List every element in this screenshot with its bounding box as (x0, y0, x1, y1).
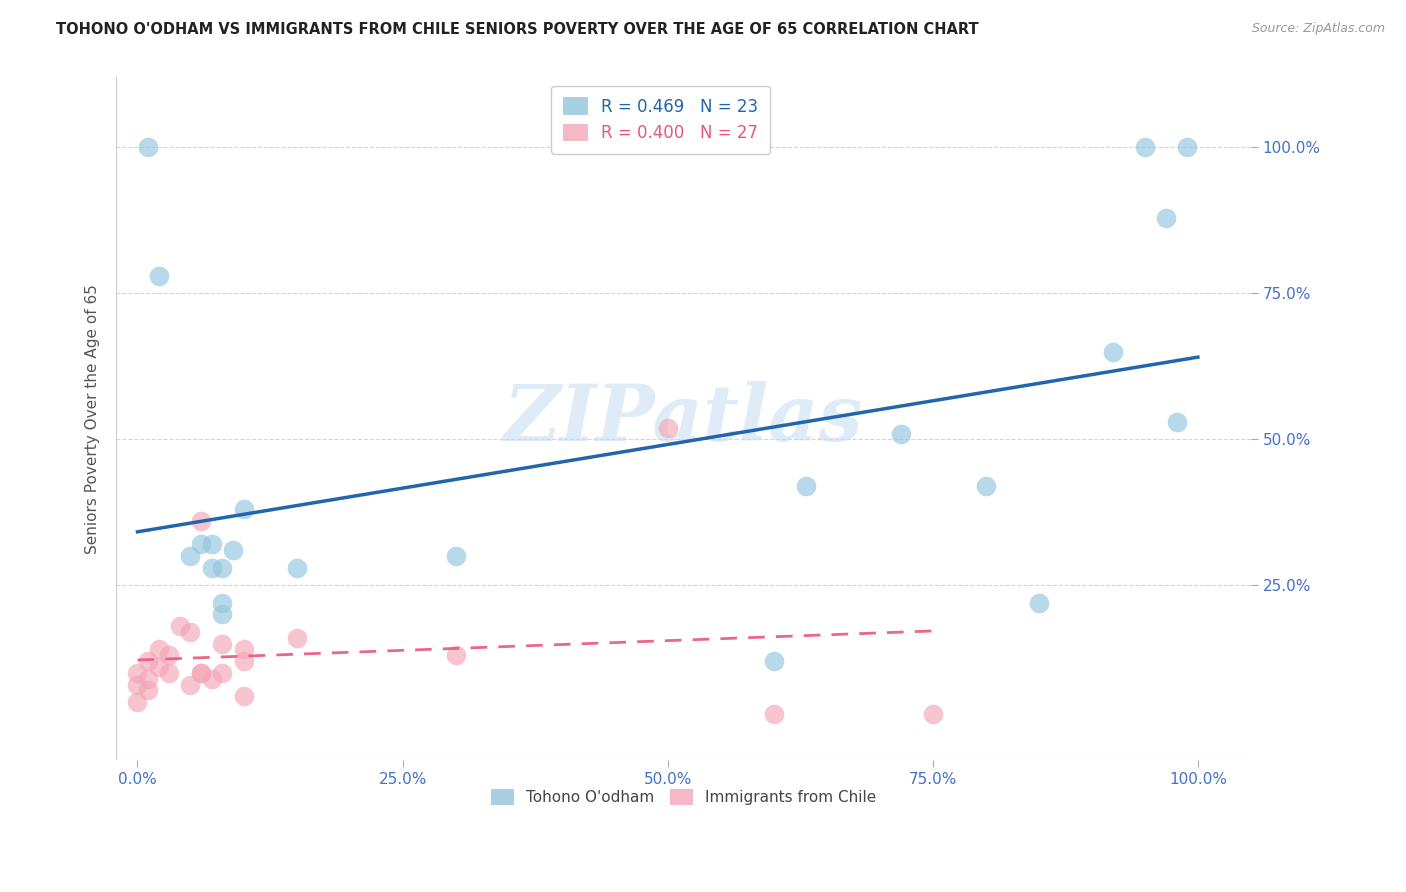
Point (232, 502, 254, 516)
Point (1166, 415, 1188, 429)
Point (762, 706, 785, 721)
Point (1154, 211, 1177, 225)
Point (232, 642, 254, 657)
Point (232, 654, 254, 668)
Point (169, 619, 191, 633)
Point (1175, 140, 1198, 154)
Point (890, 426, 912, 441)
Text: TOHONO O'ODHAM VS IMMIGRANTS FROM CHILE SENIORS POVERTY OVER THE AGE OF 65 CORRE: TOHONO O'ODHAM VS IMMIGRANTS FROM CHILE … (56, 22, 979, 37)
Point (136, 683, 159, 698)
Point (921, 706, 943, 721)
Point (157, 648, 180, 663)
Legend: Tohono O'odham, Immigrants from Chile: Tohono O'odham, Immigrants from Chile (482, 780, 886, 814)
Point (974, 479, 997, 493)
Point (179, 677, 201, 691)
Point (211, 607, 233, 622)
Point (127, 677, 149, 691)
Point (190, 537, 212, 551)
Text: ZIPatlas: ZIPatlas (503, 381, 863, 458)
Point (211, 596, 233, 610)
Point (657, 420, 679, 434)
Point (136, 140, 159, 154)
Point (136, 672, 159, 686)
Point (201, 537, 224, 551)
Point (136, 654, 159, 668)
Point (1133, 140, 1156, 154)
Point (201, 672, 224, 686)
Point (285, 631, 308, 645)
Point (201, 561, 224, 575)
Point (190, 665, 212, 680)
Point (444, 648, 467, 663)
Point (211, 561, 233, 575)
Point (444, 549, 467, 563)
Point (1028, 596, 1050, 610)
Point (222, 543, 245, 558)
Point (285, 561, 308, 575)
Point (157, 665, 180, 680)
Point (179, 624, 201, 639)
Point (179, 549, 201, 563)
Point (211, 665, 233, 680)
Point (190, 665, 212, 680)
Point (148, 660, 170, 674)
Point (148, 642, 170, 657)
Point (148, 268, 170, 283)
Point (190, 514, 212, 528)
Point (211, 637, 233, 651)
Point (794, 479, 817, 493)
Point (1102, 344, 1125, 359)
Y-axis label: Seniors Poverty Over the Age of 65: Seniors Poverty Over the Age of 65 (86, 284, 100, 554)
Point (127, 665, 149, 680)
Point (232, 689, 254, 703)
Text: Source: ZipAtlas.com: Source: ZipAtlas.com (1251, 22, 1385, 36)
Point (127, 695, 149, 709)
Point (762, 654, 785, 668)
